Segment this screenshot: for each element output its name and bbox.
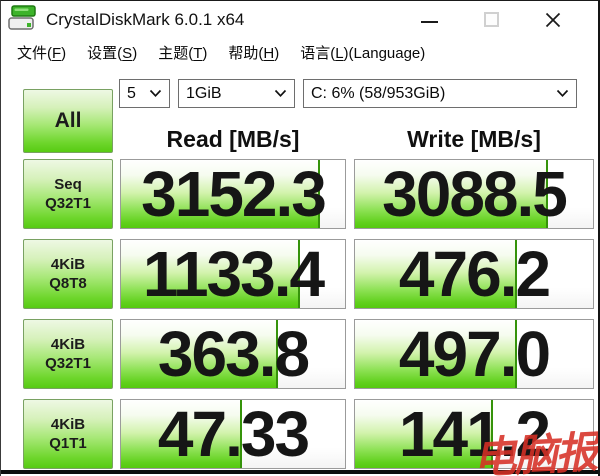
minimize-icon	[420, 20, 438, 23]
write-result-cell: 141.2	[354, 399, 594, 469]
menu-item-language[interactable]: 语言(L)(Language)	[300, 45, 426, 62]
close-icon	[545, 12, 561, 27]
read-result-cell: 363.8	[120, 319, 346, 389]
all-button[interactable]: All	[23, 89, 113, 153]
test-size-select[interactable]: 1GiB	[178, 79, 295, 108]
read-result-cell: 47.33	[120, 399, 346, 469]
read-value: 47.33	[157, 399, 310, 469]
test-size-value: 1GiB	[186, 84, 222, 102]
drive-value: C: 6% (58/953GiB)	[311, 84, 446, 102]
score-bar	[121, 320, 278, 388]
4kib-q8t8-button[interactable]: 4KiB Q8T8	[23, 239, 113, 309]
minimize-button[interactable]	[398, 1, 460, 38]
window-title: CrystalDiskMark 6.0.1 x64	[46, 9, 245, 29]
read-value: 3152.3	[141, 159, 327, 229]
drive-select[interactable]: C: 6% (58/953GiB)	[303, 79, 577, 108]
write-result-cell: 497.0	[354, 319, 594, 389]
window-bottom-edge	[1, 470, 598, 474]
title-bar: CrystalDiskMark 6.0.1 x64	[1, 1, 598, 38]
menu-item-file[interactable]: 文件(F)	[17, 45, 67, 62]
write-result-cell: 3088.5	[354, 159, 594, 229]
chevron-down-icon	[274, 89, 287, 98]
write-column-header: Write [MB/s]	[407, 125, 541, 152]
score-bar	[355, 320, 517, 388]
write-value: 476.2	[398, 239, 551, 309]
read-result-cell: 1133.4	[120, 239, 346, 309]
chevron-down-icon	[556, 89, 569, 98]
score-bar	[355, 160, 548, 228]
seq-q32t1-button[interactable]: Seq Q32T1	[23, 159, 113, 229]
result-row-4kib-q8t8: 4KiB Q8T8 1133.4 476.2	[1, 239, 598, 309]
result-row-seq-q32t1: Seq Q32T1 3152.3 3088.5	[1, 159, 598, 229]
test-count-select[interactable]: 5	[119, 79, 170, 108]
read-column-header: Read [MB/s]	[166, 125, 300, 152]
maximize-icon	[483, 12, 499, 27]
score-bar	[355, 240, 517, 308]
app-icon	[8, 4, 38, 37]
write-value: 3088.5	[382, 159, 568, 229]
score-bar	[355, 400, 494, 468]
read-result-cell: 3152.3	[120, 159, 346, 229]
window-controls	[398, 1, 584, 38]
score-bar	[121, 160, 321, 228]
result-row-4kib-q32t1: 4KiB Q32T1 363.8 497.0	[1, 319, 598, 389]
result-row-4kib-q1t1: 4KiB Q1T1 47.33 141.2	[1, 399, 598, 469]
test-count-value: 5	[127, 84, 136, 102]
score-bar	[121, 240, 301, 308]
maximize-button[interactable]	[460, 1, 522, 38]
menu-item-theme[interactable]: 主题(T)	[158, 45, 208, 62]
read-value: 1133.4	[142, 239, 325, 309]
score-bar	[121, 400, 242, 468]
write-value: 497.0	[398, 319, 551, 389]
menu-item-settings[interactable]: 设置(S)	[87, 45, 138, 62]
4kib-q1t1-button[interactable]: 4KiB Q1T1	[23, 399, 113, 469]
write-value: 141.2	[398, 399, 551, 469]
menu-bar: 文件(F) 设置(S) 主题(T) 帮助(H) 语言(L)(Language)	[1, 38, 598, 67]
4kib-q32t1-button[interactable]: 4KiB Q32T1	[23, 319, 113, 389]
menu-item-help[interactable]: 帮助(H)	[228, 45, 280, 62]
chevron-down-icon	[149, 89, 162, 98]
write-result-cell: 476.2	[354, 239, 594, 309]
read-value: 363.8	[157, 319, 310, 389]
close-button[interactable]	[522, 1, 584, 38]
